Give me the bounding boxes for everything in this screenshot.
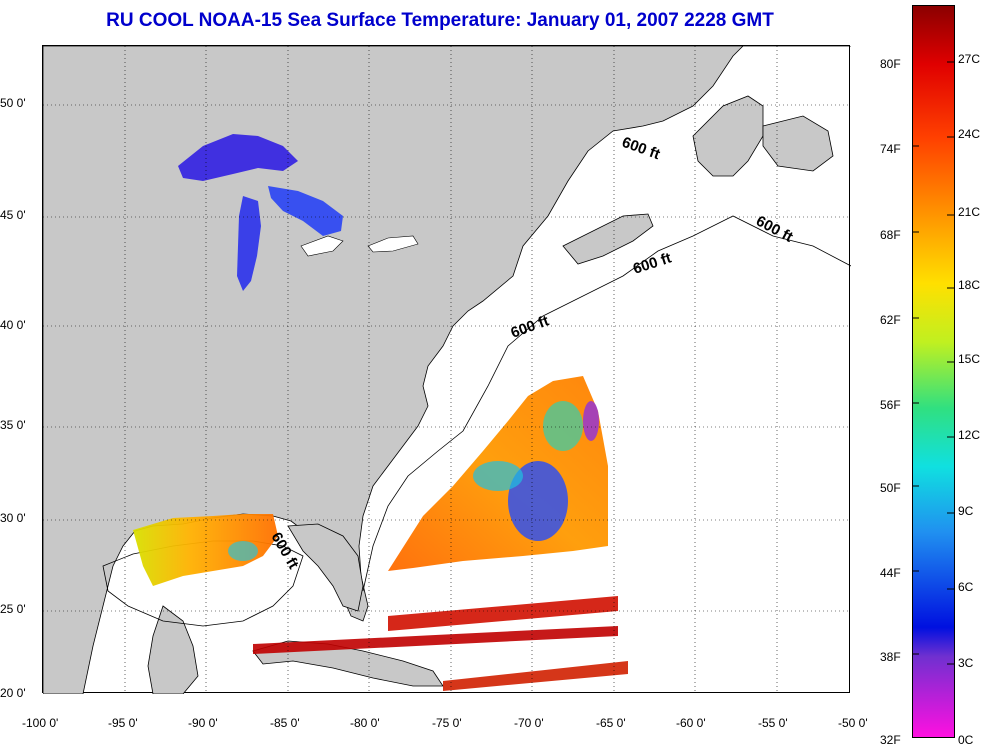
isobath-line-atlantic bbox=[362, 215, 851, 592]
lon-label: -85 0' bbox=[270, 716, 300, 730]
lat-label: 30 0' bbox=[0, 511, 26, 525]
isobath-label-3: 600 ft bbox=[631, 250, 674, 278]
sst-cold-eddy bbox=[508, 461, 568, 541]
colorbar-c-label: 24C bbox=[958, 127, 981, 141]
lat-label: 35 0' bbox=[0, 418, 26, 432]
sst-cool-patch bbox=[473, 461, 523, 491]
colorbar-gradient bbox=[913, 6, 954, 737]
map-title: RU COOL NOAA-15 Sea Surface Temperature:… bbox=[106, 10, 774, 31]
colorbar-c-label: 6C bbox=[958, 580, 974, 594]
map-grid bbox=[43, 46, 851, 694]
colorbar-f-label: 80F bbox=[880, 57, 901, 71]
sst-stripe-3 bbox=[443, 661, 628, 691]
colorbar-f-label: 32F bbox=[880, 733, 901, 747]
sst-stripe-2 bbox=[253, 626, 618, 654]
lon-label: -90 0' bbox=[188, 716, 218, 730]
colorbar-c-label: 3C bbox=[958, 656, 974, 670]
colorbar-f-label: 50F bbox=[880, 481, 901, 495]
colorbar-f-label: 56F bbox=[880, 398, 901, 412]
lon-label: -70 0' bbox=[514, 716, 544, 730]
lake-erie bbox=[300, 235, 344, 257]
map-canvas: 600 ft 600 ft 600 ft 600 ft 600 ft bbox=[43, 46, 851, 694]
colorbar-f-label: 38F bbox=[880, 650, 901, 664]
lon-label: -55 0' bbox=[758, 716, 788, 730]
lon-label: -75 0' bbox=[432, 716, 462, 730]
colorbar-c-label: 9C bbox=[958, 504, 974, 518]
lat-label: 45 0' bbox=[0, 208, 26, 222]
isobath-label-2: 600 ft bbox=[753, 213, 796, 246]
colorbar-c-label: 12C bbox=[958, 428, 981, 442]
lake-huron bbox=[268, 186, 343, 236]
isobath-label-1: 600 ft bbox=[620, 134, 663, 163]
lake-ontario bbox=[367, 235, 419, 253]
lon-label: -80 0' bbox=[350, 716, 380, 730]
lon-label: -65 0' bbox=[596, 716, 626, 730]
land-newfoundland-east bbox=[762, 115, 834, 172]
lon-label: -100 0' bbox=[22, 716, 59, 730]
land-newfoundland bbox=[692, 95, 764, 177]
lake-superior bbox=[178, 134, 298, 181]
lat-label: 40 0' bbox=[0, 318, 26, 332]
lat-label: 20 0' bbox=[0, 686, 26, 700]
colorbar-f-label: 44F bbox=[880, 566, 901, 580]
colorbar-c-label: 27C bbox=[958, 52, 981, 66]
sst-gulf-cool bbox=[228, 541, 258, 561]
lat-label: 25 0' bbox=[0, 602, 26, 616]
sst-purple-patch bbox=[583, 401, 599, 441]
sst-stripe-1 bbox=[388, 596, 618, 631]
colorbar bbox=[912, 5, 955, 738]
sst-map[interactable]: 600 ft 600 ft 600 ft 600 ft 600 ft bbox=[42, 45, 851, 694]
lake-michigan bbox=[237, 196, 261, 291]
colorbar-c-label: 15C bbox=[958, 352, 981, 366]
lon-label: -60 0' bbox=[676, 716, 706, 730]
land-nova-scotia bbox=[562, 213, 654, 265]
colorbar-f-label: 68F bbox=[880, 228, 901, 242]
sst-gulf-swath bbox=[133, 514, 278, 586]
land-yucatan bbox=[147, 605, 199, 694]
land-florida bbox=[287, 523, 364, 612]
colorbar-c-label: 0C bbox=[958, 733, 974, 747]
lon-label: -50 0' bbox=[838, 716, 868, 730]
colorbar-c-label: 21C bbox=[958, 205, 981, 219]
lon-label: -95 0' bbox=[108, 716, 138, 730]
isobath-label-4: 600 ft bbox=[509, 312, 552, 341]
colorbar-f-label: 74F bbox=[880, 142, 901, 156]
sst-cool-patch-2 bbox=[543, 401, 583, 451]
colorbar-c-label: 18C bbox=[958, 278, 981, 292]
colorbar-f-label: 62F bbox=[880, 313, 901, 327]
lat-label: 50 0' bbox=[0, 96, 26, 110]
